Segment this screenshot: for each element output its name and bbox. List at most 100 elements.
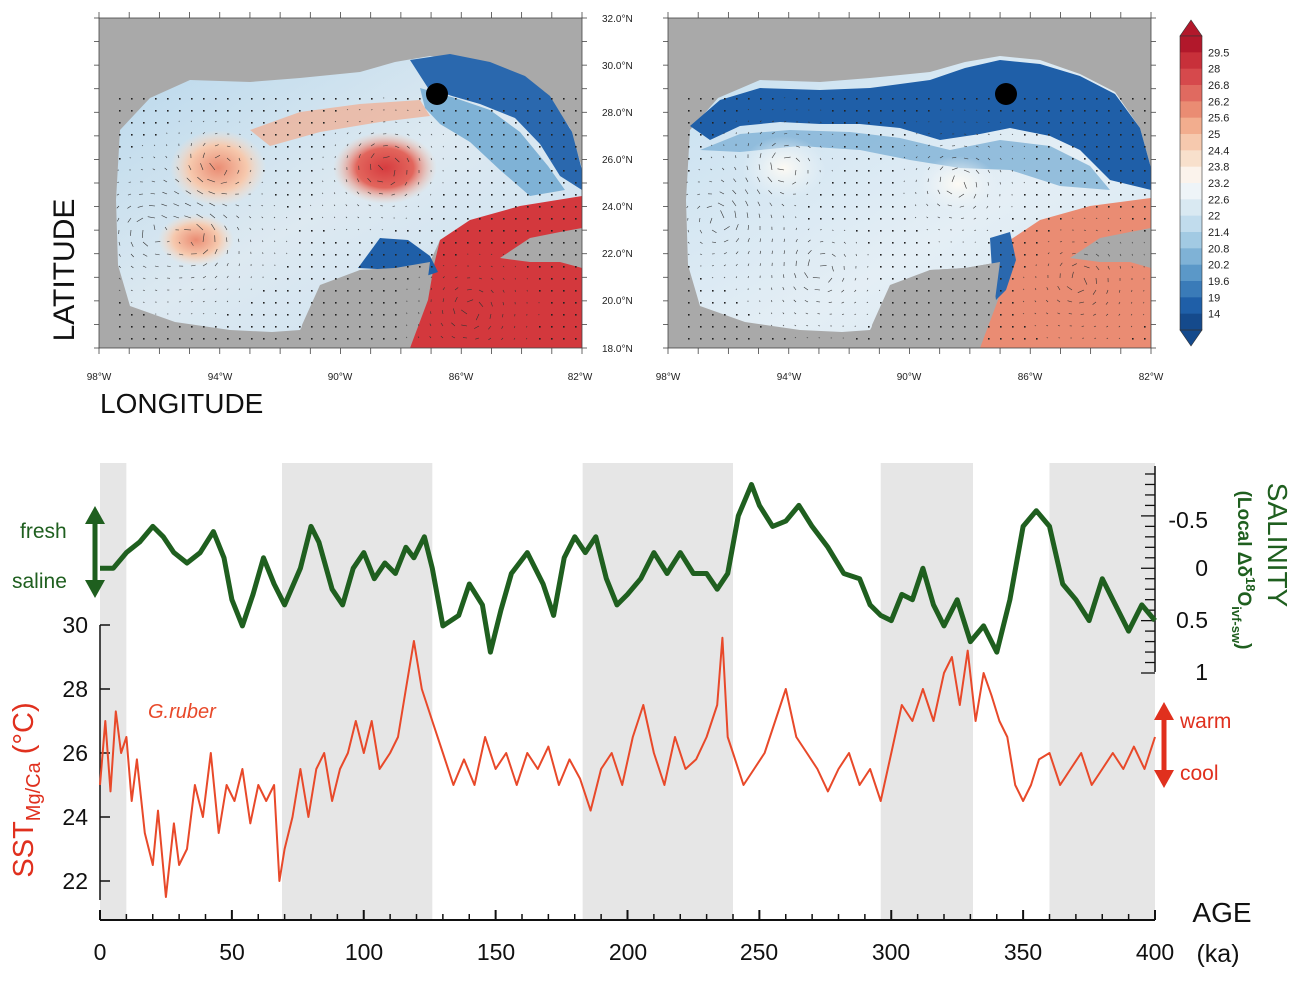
vector-dot — [479, 218, 481, 220]
vector-dot — [575, 182, 577, 184]
age-tick-label: 100 — [345, 939, 383, 965]
vector-dot — [700, 134, 702, 136]
vector-dot — [371, 278, 373, 280]
vector-dot — [251, 98, 253, 100]
vector-dot — [952, 254, 954, 256]
vector-dot — [904, 326, 906, 328]
vector-dot — [179, 98, 181, 100]
vector-dot — [1060, 194, 1062, 196]
vector-dot — [527, 218, 529, 220]
vector-dot — [311, 338, 313, 340]
vector-dot — [700, 98, 702, 100]
vector-dot — [563, 278, 565, 280]
vector-dot — [832, 98, 834, 100]
vector-dot — [359, 242, 361, 244]
vector-dot — [1048, 230, 1050, 232]
vector-dot — [359, 278, 361, 280]
lon-tick: 98°W — [656, 372, 681, 383]
vector-dot — [539, 218, 541, 220]
vector-dot — [395, 254, 397, 256]
vector-dot — [892, 254, 894, 256]
vector-dot — [724, 290, 726, 292]
vector-dot — [563, 146, 565, 148]
lon-tick: 86°W — [449, 372, 474, 383]
vector-dot — [1108, 182, 1110, 184]
species-label: G.ruber — [148, 701, 217, 723]
colorbar-swatch — [1180, 36, 1202, 53]
vector-dot — [383, 278, 385, 280]
vector-dot — [1132, 98, 1134, 100]
vector-dot — [359, 338, 361, 340]
vector-dot — [395, 290, 397, 292]
eddy-east — [918, 156, 998, 212]
vector-dot — [1012, 110, 1014, 112]
vector-dot — [563, 206, 565, 208]
sst-axis-title: SSTMg/Ca (°C) — [8, 702, 45, 877]
vector-dot — [383, 302, 385, 304]
vector-dot — [287, 314, 289, 316]
vector-dot — [479, 242, 481, 244]
vector-dot — [964, 338, 966, 340]
vector-dot — [1000, 302, 1002, 304]
vector-dot — [1132, 146, 1134, 148]
vector-dot — [1120, 98, 1122, 100]
vector-dot — [311, 146, 313, 148]
vector-dot — [1120, 110, 1122, 112]
vector-dot — [688, 146, 690, 148]
vector-dot — [575, 170, 577, 172]
vector-dot — [904, 230, 906, 232]
vector-dot — [383, 338, 385, 340]
vector-dot — [371, 302, 373, 304]
vector-dot — [251, 302, 253, 304]
age-axis-ticks — [100, 910, 1155, 920]
vector-dot — [527, 242, 529, 244]
colorbar-swatch — [1180, 232, 1202, 249]
vector-dot — [892, 146, 894, 148]
vector-dot — [251, 338, 253, 340]
vector-dot — [856, 218, 858, 220]
vector-dot — [527, 230, 529, 232]
colorbar-swatch — [1180, 85, 1202, 102]
age-tick-label: 0 — [94, 939, 107, 965]
colorbar-swatch — [1180, 248, 1202, 265]
vector-dot — [1060, 182, 1062, 184]
lon-tick: 90°W — [328, 372, 353, 383]
vector-dot — [419, 98, 421, 100]
vector-dot — [1024, 110, 1026, 112]
vector-dot — [323, 254, 325, 256]
age-tick-label: 300 — [872, 939, 910, 965]
vector-dot — [1120, 122, 1122, 124]
vector-dot — [491, 170, 493, 172]
vector-dot — [395, 338, 397, 340]
vector-dot — [1024, 326, 1026, 328]
vector-dot — [491, 98, 493, 100]
vector-dot — [1048, 98, 1050, 100]
vector-dot — [419, 230, 421, 232]
vector-dot — [563, 110, 565, 112]
glacial-band — [100, 463, 126, 920]
colorbar-tick-label: 21.4 — [1208, 227, 1229, 239]
vector-dot — [311, 290, 313, 292]
vector-dot — [712, 326, 714, 328]
vector-dot — [904, 110, 906, 112]
vector-dot — [1000, 110, 1002, 112]
vector-dot — [275, 146, 277, 148]
vector-dot — [1120, 182, 1122, 184]
vector-dot — [1096, 122, 1098, 124]
vector-dot — [443, 218, 445, 220]
vector-dot — [527, 182, 529, 184]
vector-dot — [275, 122, 277, 124]
vector-dot — [491, 110, 493, 112]
fresh-label: fresh — [20, 520, 67, 543]
vector-dot — [940, 278, 942, 280]
vector-dot — [227, 338, 229, 340]
vector-dot — [371, 290, 373, 292]
vector-dot — [1120, 194, 1122, 196]
vector-dot — [131, 326, 133, 328]
vector-dot — [928, 242, 930, 244]
vector-dot — [335, 302, 337, 304]
vector-dot — [1144, 122, 1146, 124]
vector-dot — [1000, 314, 1002, 316]
vector-dot — [952, 326, 954, 328]
vector-dot — [311, 266, 313, 268]
